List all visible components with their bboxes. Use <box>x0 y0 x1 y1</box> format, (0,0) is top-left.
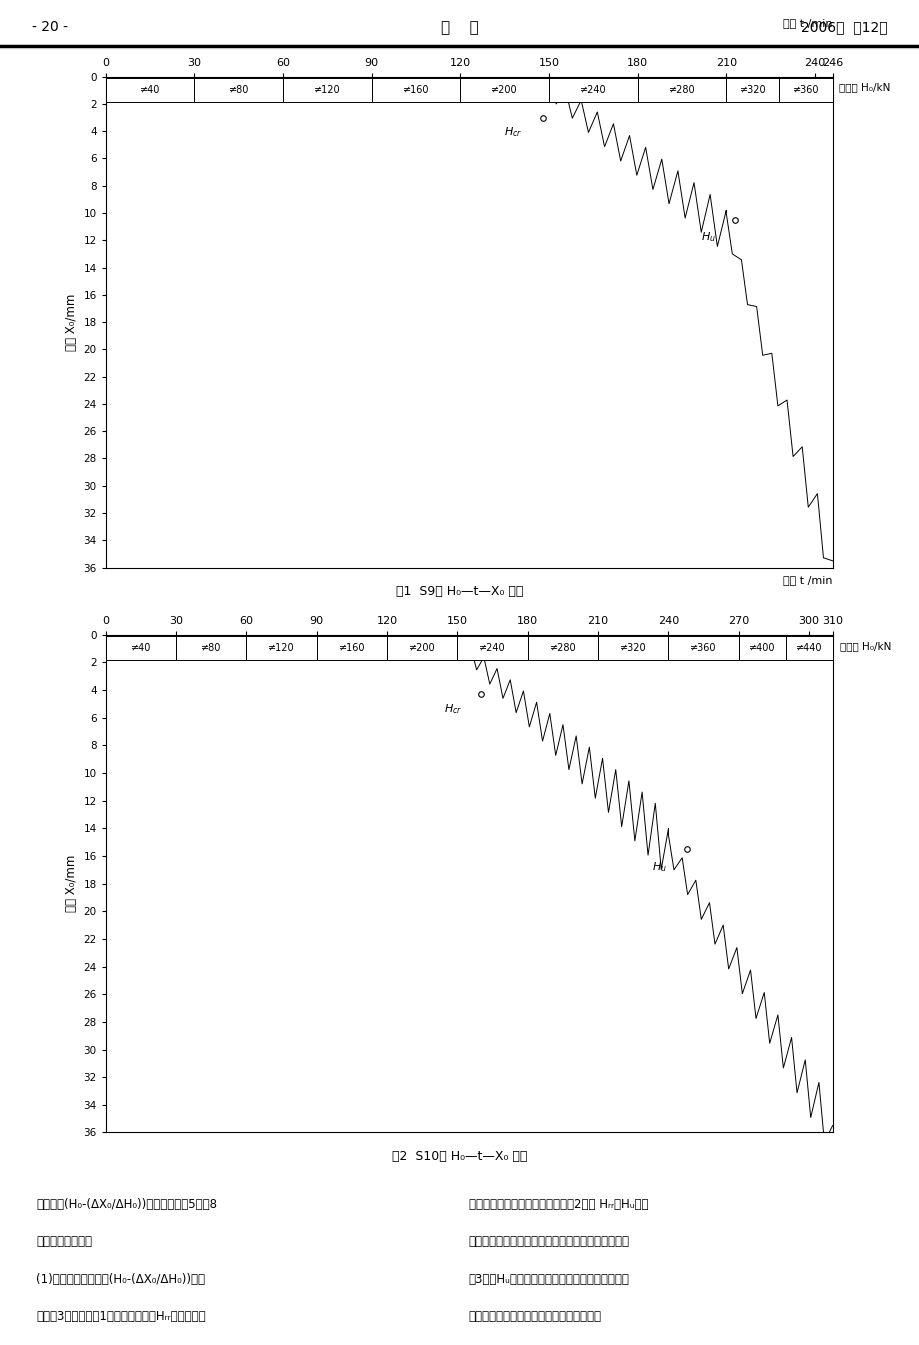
Text: ≠280: ≠280 <box>549 643 575 652</box>
Text: ≠40: ≠40 <box>140 85 160 94</box>
Text: ≠120: ≠120 <box>313 85 340 94</box>
Text: 时间 t /min: 时间 t /min <box>782 17 832 27</box>
Text: ≠80: ≠80 <box>228 85 249 94</box>
Text: 第3段为Hᵤ以后段，直线斜率陶升，梆身接近或达: 第3段为Hᵤ以后段，直线斜率陶升，梆身接近或达 <box>468 1272 629 1286</box>
Text: ≠40: ≠40 <box>130 643 151 652</box>
Text: ≠320: ≠320 <box>739 85 766 94</box>
Text: ≠400: ≠400 <box>748 643 775 652</box>
Text: 弹性状态，梆身工作状态良好；第2段从 Hᵣᵣ到Hᵤ，梆: 弹性状态，梆身工作状态良好；第2段从 Hᵣᵣ到Hᵤ，梆 <box>468 1198 647 1210</box>
Text: 水平力 H₀/kN: 水平力 H₀/kN <box>839 642 890 651</box>
Bar <box>785 636 832 660</box>
Text: ≠120: ≠120 <box>268 643 295 652</box>
Text: ≠320: ≠320 <box>619 643 646 652</box>
Bar <box>668 636 738 660</box>
Y-axis label: 位移 X₀/mm: 位移 X₀/mm <box>65 855 78 912</box>
Text: 到极限状态，梆身出现较明显的宏观破坏。: 到极限状态，梆身出现较明显的宏观破坏。 <box>468 1310 601 1323</box>
Text: ≠240: ≠240 <box>479 643 505 652</box>
Text: ≠160: ≠160 <box>403 85 429 94</box>
Bar <box>778 78 832 102</box>
Text: $H_{cr}$: $H_{cr}$ <box>504 125 522 139</box>
Bar <box>176 636 246 660</box>
Text: ≠440: ≠440 <box>795 643 822 652</box>
Text: 2006年  第12期: 2006年 第12期 <box>800 20 887 35</box>
Bar <box>738 636 785 660</box>
Text: ≠80: ≠80 <box>201 643 221 652</box>
Text: ≠360: ≠360 <box>689 643 716 652</box>
Text: 位移梯度(H₀-(ΔX₀/ΔH₀))曲线图，见图5～图8: 位移梯度(H₀-(ΔX₀/ΔH₀))曲线图，见图5～图8 <box>37 1198 217 1210</box>
Text: $H_u$: $H_u$ <box>700 230 715 243</box>
Text: 可分为3段直线，第1段从坐标原点到Hᵣᵣ，梆身处于: 可分为3段直线，第1段从坐标原点到Hᵣᵣ，梆身处于 <box>37 1310 206 1323</box>
Bar <box>725 78 778 102</box>
Text: 公    路: 公 路 <box>440 20 479 35</box>
Text: ≠360: ≠360 <box>792 85 818 94</box>
Bar <box>194 78 283 102</box>
Text: 身处于弹塑性状态，出现微小裂隙，塑性不断发展；: 身处于弹塑性状态，出现微小裂隙，塑性不断发展； <box>468 1236 629 1248</box>
Text: 时间 t /min: 时间 t /min <box>782 576 832 585</box>
Text: 图2  S10梆 H₀—t—X₀ 曲线: 图2 S10梆 H₀—t—X₀ 曲线 <box>391 1150 528 1163</box>
Text: (1)水平力－位移梯度(H₀-(ΔX₀/ΔH₀))明显: (1)水平力－位移梯度(H₀-(ΔX₀/ΔH₀))明显 <box>37 1272 205 1286</box>
Bar <box>549 78 637 102</box>
Text: $H_{cr}$: $H_{cr}$ <box>443 702 461 716</box>
Text: ≠280: ≠280 <box>668 85 695 94</box>
Bar <box>283 78 371 102</box>
Text: 水平力 H₀/kN: 水平力 H₀/kN <box>837 82 889 93</box>
Text: ≠240: ≠240 <box>579 85 606 94</box>
Text: 图1  S9梆 H₀—t—X₀ 曲线: 图1 S9梆 H₀—t—X₀ 曲线 <box>396 585 523 599</box>
Bar <box>387 636 457 660</box>
Bar <box>460 78 549 102</box>
Bar <box>457 636 528 660</box>
Bar <box>106 636 176 660</box>
Text: ≠200: ≠200 <box>491 85 517 94</box>
Text: - 20 -: - 20 - <box>32 20 68 35</box>
Text: $H_u$: $H_u$ <box>651 859 666 874</box>
Text: ≠200: ≠200 <box>409 643 436 652</box>
Text: ≠160: ≠160 <box>338 643 365 652</box>
Bar <box>371 78 460 102</box>
Bar <box>528 636 597 660</box>
Bar <box>597 636 668 660</box>
Bar <box>316 636 387 660</box>
Y-axis label: 位移 X₀/mm: 位移 X₀/mm <box>65 293 78 351</box>
Text: 所示，由图可知。: 所示，由图可知。 <box>37 1236 93 1248</box>
Bar <box>637 78 725 102</box>
Bar <box>106 78 194 102</box>
Bar <box>246 636 316 660</box>
